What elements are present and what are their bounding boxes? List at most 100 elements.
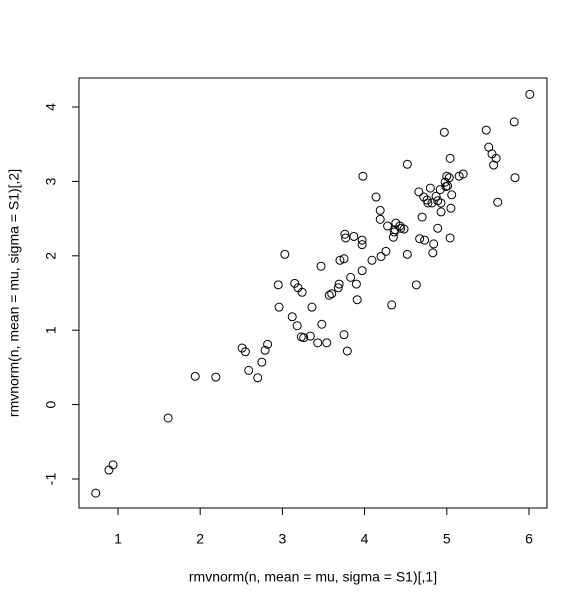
- point: [445, 153, 455, 163]
- point: [428, 248, 438, 258]
- point: [442, 171, 452, 181]
- point: [441, 182, 451, 192]
- point: [411, 280, 421, 290]
- point: [342, 346, 352, 356]
- point: [387, 300, 397, 310]
- plot-box: [78, 77, 548, 509]
- point: [334, 279, 344, 289]
- x-tick-label: 3: [278, 531, 286, 547]
- point: [358, 171, 368, 181]
- point: [396, 223, 406, 233]
- point: [371, 192, 381, 202]
- y-tick-label: 1: [43, 326, 59, 334]
- point: [436, 198, 446, 208]
- point: [419, 192, 429, 202]
- x-tick-label: 4: [361, 531, 369, 547]
- point: [402, 159, 412, 169]
- point: [489, 160, 499, 170]
- point: [351, 279, 361, 289]
- point: [376, 252, 386, 262]
- point: [445, 233, 455, 243]
- point: [446, 203, 456, 213]
- point: [510, 173, 520, 183]
- point: [91, 488, 101, 498]
- point: [431, 191, 441, 201]
- y-tick-label: -1: [43, 473, 59, 486]
- point: [352, 295, 362, 305]
- x-tick-label: 2: [196, 531, 204, 547]
- point: [357, 240, 367, 250]
- point: [417, 212, 427, 222]
- point: [444, 173, 454, 183]
- y-tick-label: 4: [43, 103, 59, 111]
- point: [240, 347, 250, 357]
- point: [307, 302, 317, 312]
- y-tick-label: 3: [43, 177, 59, 185]
- y-tick-label: 0: [43, 400, 59, 408]
- point: [425, 183, 435, 193]
- point: [340, 229, 350, 239]
- point: [317, 319, 327, 329]
- point: [402, 249, 412, 259]
- point: [260, 345, 270, 355]
- point: [491, 153, 501, 163]
- point: [244, 365, 254, 375]
- point: [481, 125, 491, 135]
- point: [287, 312, 297, 322]
- x-axis-label: rmvnorm(n, mean = mu, sigma = S1)[,1]: [189, 569, 437, 585]
- x-tick-label: 6: [525, 531, 533, 547]
- point: [335, 255, 345, 265]
- point: [313, 338, 323, 348]
- point: [324, 290, 334, 300]
- point: [274, 302, 284, 312]
- point: [339, 330, 349, 340]
- point: [423, 198, 433, 208]
- point: [263, 339, 273, 349]
- point: [357, 266, 367, 276]
- point: [297, 287, 307, 297]
- point: [415, 234, 425, 244]
- y-tick-label: 2: [43, 252, 59, 260]
- point: [305, 331, 315, 341]
- point: [493, 197, 503, 207]
- point: [458, 169, 468, 179]
- point: [429, 239, 439, 249]
- point: [292, 321, 302, 331]
- point: [211, 372, 221, 382]
- point: [399, 224, 409, 234]
- point: [316, 261, 326, 271]
- point: [346, 272, 356, 282]
- point: [375, 214, 385, 224]
- point: [439, 127, 449, 137]
- x-tick-label: 5: [443, 531, 451, 547]
- point: [420, 235, 430, 245]
- point: [322, 338, 332, 348]
- point: [333, 283, 343, 293]
- point: [414, 187, 424, 197]
- point: [163, 413, 173, 423]
- point: [447, 190, 457, 200]
- point: [436, 207, 446, 217]
- point: [427, 198, 437, 208]
- y-axis-label: rmvnorm(n, mean = mu, sigma = S1)[,2]: [6, 169, 22, 417]
- point: [108, 460, 118, 470]
- point: [509, 117, 519, 127]
- point: [435, 185, 445, 195]
- point: [357, 235, 367, 245]
- point: [383, 221, 393, 231]
- point: [299, 333, 309, 343]
- point: [104, 465, 114, 475]
- point: [349, 231, 359, 241]
- point: [433, 223, 443, 233]
- point: [273, 280, 283, 290]
- point: [327, 289, 337, 299]
- point: [257, 357, 267, 367]
- x-tick-label: 1: [114, 531, 122, 547]
- point: [280, 249, 290, 259]
- point: [381, 246, 391, 256]
- point: [367, 255, 377, 265]
- point: [525, 89, 535, 99]
- point: [375, 205, 385, 215]
- point: [339, 254, 349, 264]
